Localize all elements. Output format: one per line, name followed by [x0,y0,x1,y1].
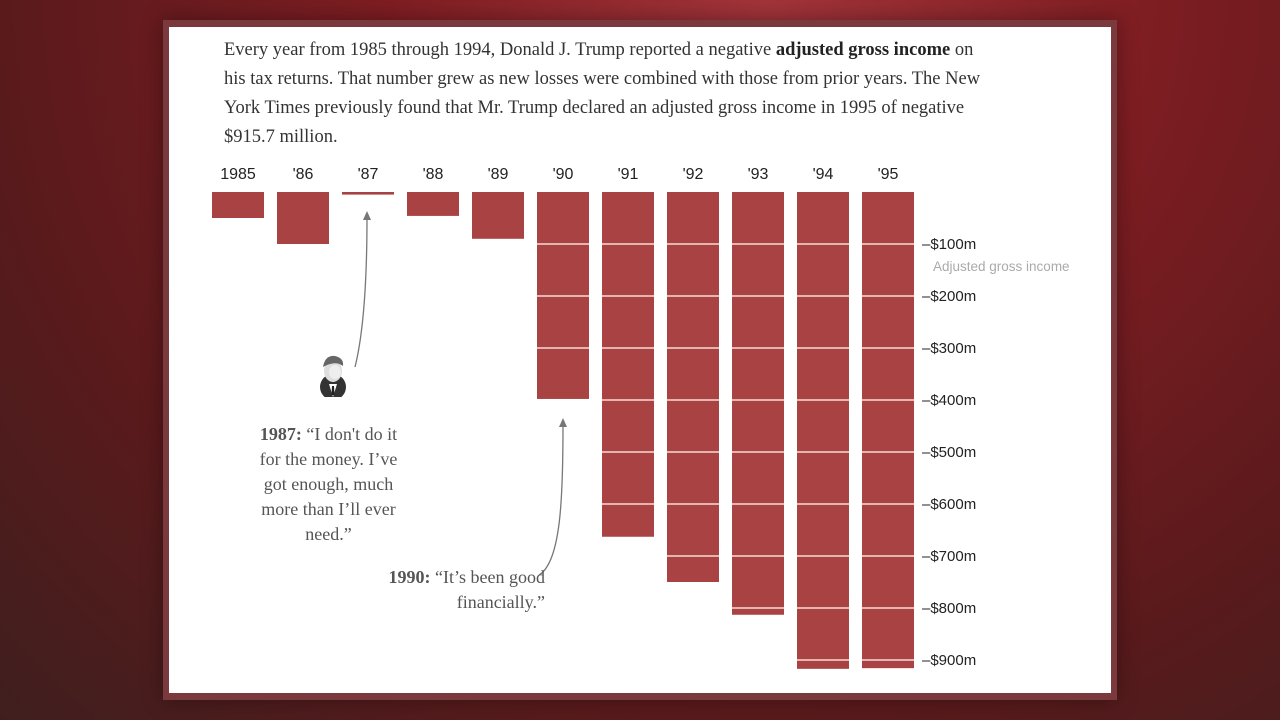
x-tick-label: '92 [683,166,704,183]
intro-text-1: Every year from 1985 through 1994, Donal… [224,40,776,60]
y-tick-label: –$900m [922,652,976,669]
bar-92 [667,192,719,582]
bars-group [212,192,914,669]
y-tick-label: –$800m [922,600,976,617]
annotation-arrow-1990 [538,424,564,576]
y-tick-label: –$500m [922,444,976,461]
arrowhead-1987 [363,211,371,220]
bar-88 [407,192,459,216]
x-tick-label: '87 [358,166,379,183]
annotation-1987-quote: “I don't do it for the money. I’ve got e… [259,424,398,544]
y-tick-label: –$600m [922,496,976,513]
annotation-1987: 1987: “I don't do it for the money. I’ve… [251,422,406,547]
bar-89 [472,192,524,239]
x-tick-label: '91 [618,166,639,183]
bar-95 [862,192,914,669]
bar-1985 [212,192,264,218]
intro-bold-term: adjusted gross income [775,40,951,60]
y-tick-label: –$700m [922,548,976,565]
x-tick-label: '93 [748,166,769,183]
bar-91 [602,192,654,537]
bar-93 [732,192,784,615]
y-tick-label: –$200m [922,288,976,305]
bar-chart: 1985 '86 '87 '88 '89 '90 '91 '92 '93 '94 '95 –$100… [212,166,1070,669]
intro-paragraph: Every year from 1985 through 1994, Donal… [224,36,984,152]
x-tick-label: '94 [813,166,834,183]
annotation-arrow-1987 [354,216,368,368]
intro-text-2: on his tax returns. That number grew as … [224,40,981,147]
annotation-1990: 1990: “It’s been good financially.” [385,565,545,615]
bar-87 [342,192,394,195]
y-tick-label: –$300m [922,340,976,357]
x-tick-label: '95 [878,166,899,183]
x-tick-label: '86 [293,166,314,183]
x-tick-label: '88 [423,166,444,183]
bar-86 [277,192,329,244]
bar-94 [797,192,849,669]
x-tick-label: 1985 [220,166,256,183]
annotation-1990-year: 1990: [388,567,431,587]
x-tick-label: '89 [488,166,509,183]
y-tick-label: –$100m [922,236,976,253]
y-tick-label: –$400m [922,392,976,409]
y-labels-group: –$100m –$200m –$300m –$400m –$500m –$600m –$70… [922,236,976,669]
x-tick-label: '90 [553,166,574,183]
arrowhead-1990 [559,418,567,427]
x-labels-group: 1985 '86 '87 '88 '89 '90 '91 '92 '93 '94 '95 [220,166,898,183]
annotation-1987-year: 1987: [259,424,302,444]
y-axis-title: Adjusted gross income [933,259,1070,274]
trump-portrait-icon [320,355,346,397]
annotation-1990-quote: “It’s been good financially.” [435,567,545,612]
graphic-card: Every year from 1985 through 1994, Donal… [169,27,1111,693]
